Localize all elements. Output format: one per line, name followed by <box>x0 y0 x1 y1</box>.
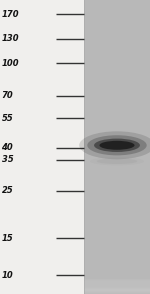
Bar <box>84 281 150 289</box>
Bar <box>84 280 150 288</box>
Text: 10: 10 <box>2 271 13 280</box>
Bar <box>84 282 150 289</box>
Bar <box>84 283 150 290</box>
Text: 70: 70 <box>2 91 13 101</box>
Bar <box>84 280 150 287</box>
Text: 130: 130 <box>2 34 19 43</box>
Bar <box>84 283 150 290</box>
Ellipse shape <box>79 131 150 159</box>
Text: 15: 15 <box>2 233 13 243</box>
Bar <box>84 280 150 287</box>
Bar <box>84 285 150 293</box>
Bar <box>84 283 150 290</box>
Bar <box>84 284 150 291</box>
Ellipse shape <box>90 157 144 166</box>
Bar <box>84 285 150 292</box>
Bar <box>84 282 150 289</box>
Bar <box>84 280 150 288</box>
Bar <box>84 286 150 294</box>
Bar <box>84 285 150 293</box>
Text: 25: 25 <box>2 186 13 196</box>
Bar <box>84 284 150 291</box>
Bar <box>84 284 150 292</box>
Text: 170: 170 <box>2 10 19 19</box>
Bar <box>84 281 150 288</box>
Bar <box>84 283 150 291</box>
Bar <box>84 283 150 290</box>
Bar <box>84 283 150 291</box>
Ellipse shape <box>97 158 137 164</box>
Text: 35: 35 <box>2 156 13 164</box>
Bar <box>84 285 150 293</box>
Bar <box>84 286 150 293</box>
Bar <box>84 282 150 290</box>
Text: 55: 55 <box>2 114 13 123</box>
Bar <box>84 282 150 289</box>
Bar <box>84 284 150 291</box>
Bar <box>84 286 150 294</box>
Bar <box>84 286 150 293</box>
Bar <box>84 282 150 289</box>
Bar <box>84 285 150 292</box>
Bar <box>84 285 150 292</box>
Text: 40: 40 <box>2 143 13 152</box>
Ellipse shape <box>94 138 140 152</box>
Text: 100: 100 <box>2 59 19 68</box>
Bar <box>84 280 150 288</box>
Bar <box>84 280 150 288</box>
Ellipse shape <box>99 141 135 150</box>
Bar <box>84 285 150 292</box>
Bar <box>84 280 150 287</box>
Bar <box>84 281 150 288</box>
Bar <box>84 281 150 288</box>
Ellipse shape <box>87 135 147 155</box>
Bar <box>84 283 150 290</box>
Bar <box>84 287 150 294</box>
Bar <box>84 286 150 293</box>
Bar <box>84 0 150 294</box>
